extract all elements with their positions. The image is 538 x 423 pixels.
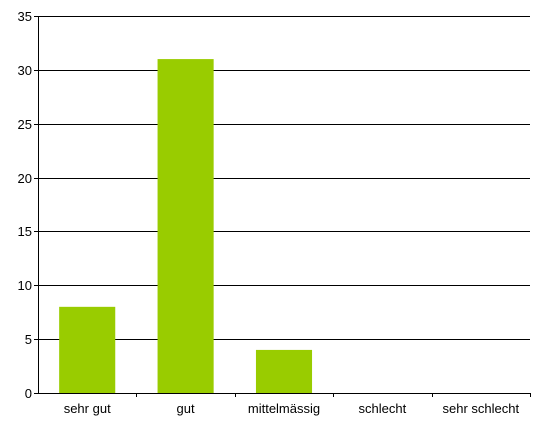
y-tick-label: 35 xyxy=(18,9,32,24)
x-tick-label: gut xyxy=(177,401,195,416)
x-axis-ticks: sehr gut gut mittelmässig schlecht sehr schl… xyxy=(64,393,531,416)
y-axis-ticks: 0 5 10 15 20 25 30 35 xyxy=(18,9,38,401)
y-tick-label: 10 xyxy=(18,278,32,293)
gridlines xyxy=(38,16,530,340)
x-tick-label: sehr schlecht xyxy=(443,401,520,416)
x-tick-label: schlecht xyxy=(359,401,407,416)
y-tick-label: 25 xyxy=(18,117,32,132)
bar xyxy=(59,306,116,393)
x-tick-label: mittelmässig xyxy=(248,401,320,416)
bar xyxy=(255,349,313,393)
y-tick-label: 5 xyxy=(25,332,32,347)
y-tick-label: 20 xyxy=(18,171,32,186)
y-tick-label: 30 xyxy=(18,63,32,78)
x-tick-label: sehr gut xyxy=(64,401,111,416)
bar xyxy=(157,59,214,393)
bars xyxy=(59,59,313,393)
y-tick-label: 15 xyxy=(18,224,32,239)
y-tick-label: 0 xyxy=(25,386,32,401)
